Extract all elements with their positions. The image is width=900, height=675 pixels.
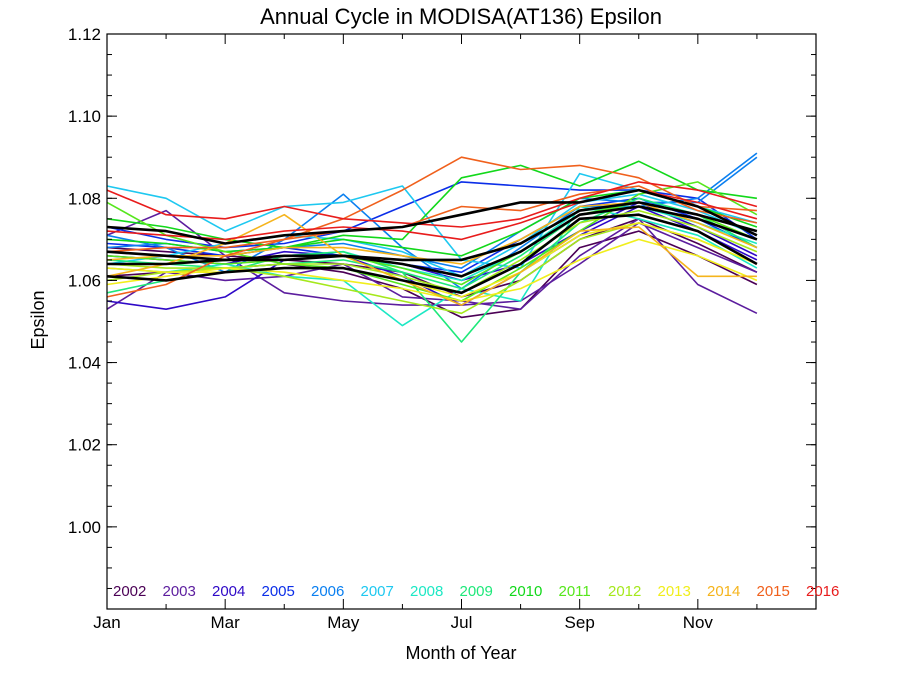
- y-tick-label: 1.04: [68, 354, 101, 373]
- legend-item-2006: 2006: [311, 583, 344, 600]
- series-line-black: [107, 201, 758, 266]
- legend-item-2012: 2012: [608, 583, 641, 600]
- series-line-2010: [106, 160, 758, 249]
- series-layer: [106, 152, 758, 343]
- x-tick-label: Mar: [211, 613, 241, 632]
- x-tick-label: Jan: [93, 613, 120, 632]
- ticks-layer: 1.00 1.02 1.04 1.06 1.08 1.10 1.12 Jan Mar May Jul…: [68, 25, 816, 632]
- legend-item-2004: 2004: [212, 583, 245, 600]
- series-line-2015: [106, 185, 758, 253]
- series-line-2003: [106, 218, 758, 315]
- x-tick-label: Jul: [451, 613, 473, 632]
- series-line-2013: [106, 222, 758, 298]
- series-line-black: [106, 205, 758, 278]
- legend-item-2007: 2007: [361, 583, 394, 600]
- x-tick-label: Sep: [565, 613, 595, 632]
- series-line-2016: [106, 181, 758, 228]
- legend-item-2003: 2003: [163, 583, 196, 600]
- series-line-black: [106, 188, 758, 245]
- y-axis-label: Epsilon: [28, 290, 48, 349]
- y-tick-label: 1.08: [68, 189, 101, 208]
- legend-item-2002: 2002: [113, 583, 146, 600]
- y-tick-label: 1.12: [68, 25, 101, 44]
- y-tick-label: 1.00: [68, 518, 101, 537]
- legend-item-2016: 2016: [806, 583, 839, 600]
- legend-item-2013: 2013: [658, 583, 691, 600]
- legend-item-2009: 2009: [460, 583, 493, 600]
- y-tick-label: 1.06: [68, 271, 101, 290]
- legend-item-2008: 2008: [410, 583, 443, 600]
- legend-item-2011: 2011: [559, 583, 591, 600]
- series-line-2007: [106, 193, 758, 278]
- x-tick-label: Nov: [683, 613, 714, 632]
- series-line-2013: [106, 238, 758, 302]
- series-line-black: [106, 213, 758, 295]
- chart-title: Annual Cycle in MODISA(AT136) Epsilon: [260, 4, 662, 29]
- x-tick-label: May: [327, 613, 360, 632]
- legend: 2002 2003 2004 2005 2006 2007 2008 2009 2010 2011…: [113, 583, 839, 600]
- series-line-2004: [106, 205, 758, 311]
- y-tick-label: 1.10: [68, 107, 101, 126]
- legend-item-2015: 2015: [757, 583, 790, 600]
- x-axis-label: Month of Year: [405, 643, 516, 663]
- legend-item-2014: 2014: [707, 583, 740, 600]
- legend-item-2005: 2005: [262, 583, 295, 600]
- y-tick-label: 1.02: [68, 436, 101, 455]
- series-line-2012: [106, 209, 758, 294]
- legend-item-2010: 2010: [509, 583, 542, 600]
